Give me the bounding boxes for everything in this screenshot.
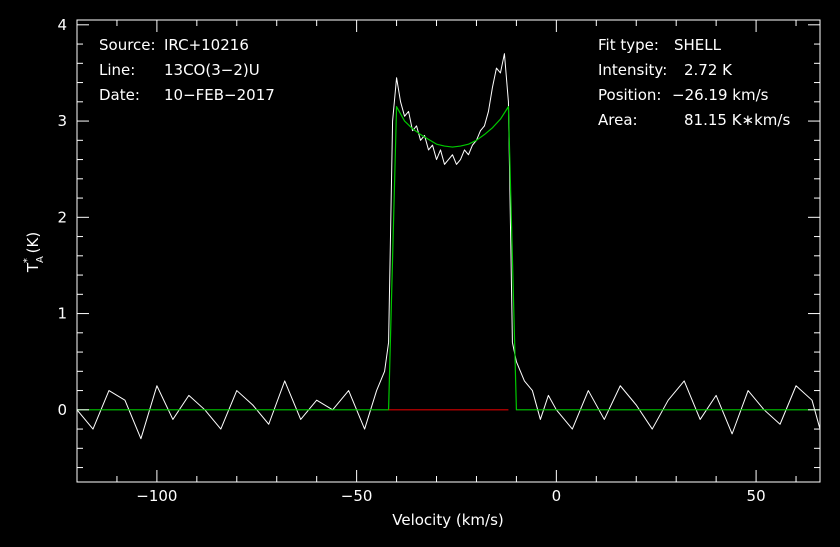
spectrum-line (77, 53, 820, 440)
plot-frame (76, 19, 821, 483)
info-position-key: Position: (598, 86, 661, 104)
y-axis-label: TA* (K) (22, 232, 46, 273)
info-intensity-value: 2.72 K (684, 61, 733, 79)
fit-line (77, 106, 820, 411)
info-intensity-key: Intensity: (598, 61, 667, 79)
y-tick-label: 2 (57, 208, 67, 226)
y-tick-label: 4 (57, 16, 67, 34)
y-axis-label-sup: * (22, 258, 33, 263)
y-axis-label-sub: A (35, 256, 46, 263)
info-position-value: −26.19 km/s (672, 86, 769, 104)
info-source-key: Source: (99, 36, 156, 54)
x-tick-label: 50 (747, 487, 766, 505)
info-date-value: 10−FEB−2017 (164, 86, 275, 104)
y-tick-label: 1 (57, 305, 67, 323)
info-date-key: Date: (99, 86, 140, 104)
y-axis-label-base: T (24, 262, 42, 273)
x-tick-label: 0 (552, 487, 562, 505)
plot-layer (77, 53, 820, 440)
x-tick-label: −50 (341, 487, 373, 505)
info-line-key: Line: (99, 61, 135, 79)
y-axis-label-unit: (K) (24, 232, 42, 258)
x-axis-label: Velocity (km/s) (392, 511, 503, 529)
info-area-value: 81.15 K∗km/s (684, 111, 790, 129)
info-line-value: 13CO(3−2)U (164, 61, 260, 79)
info-left-block: Source: IRC+10216 Line: 13CO(3−2)U Date:… (99, 36, 275, 104)
info-fittype-value: SHELL (674, 36, 722, 54)
ticks-layer: −100 −50 0 50 0 1 2 3 4 (57, 16, 820, 505)
y-tick-label: 3 (57, 112, 67, 130)
info-right-block: Fit type: SHELL Intensity: 2.72 K Positi… (598, 36, 790, 129)
info-fittype-key: Fit type: (598, 36, 659, 54)
y-tick-label: 0 (57, 401, 67, 419)
info-area-key: Area: (598, 111, 638, 129)
info-source-value: IRC+10216 (164, 36, 249, 54)
x-tick-label: −100 (136, 487, 177, 505)
